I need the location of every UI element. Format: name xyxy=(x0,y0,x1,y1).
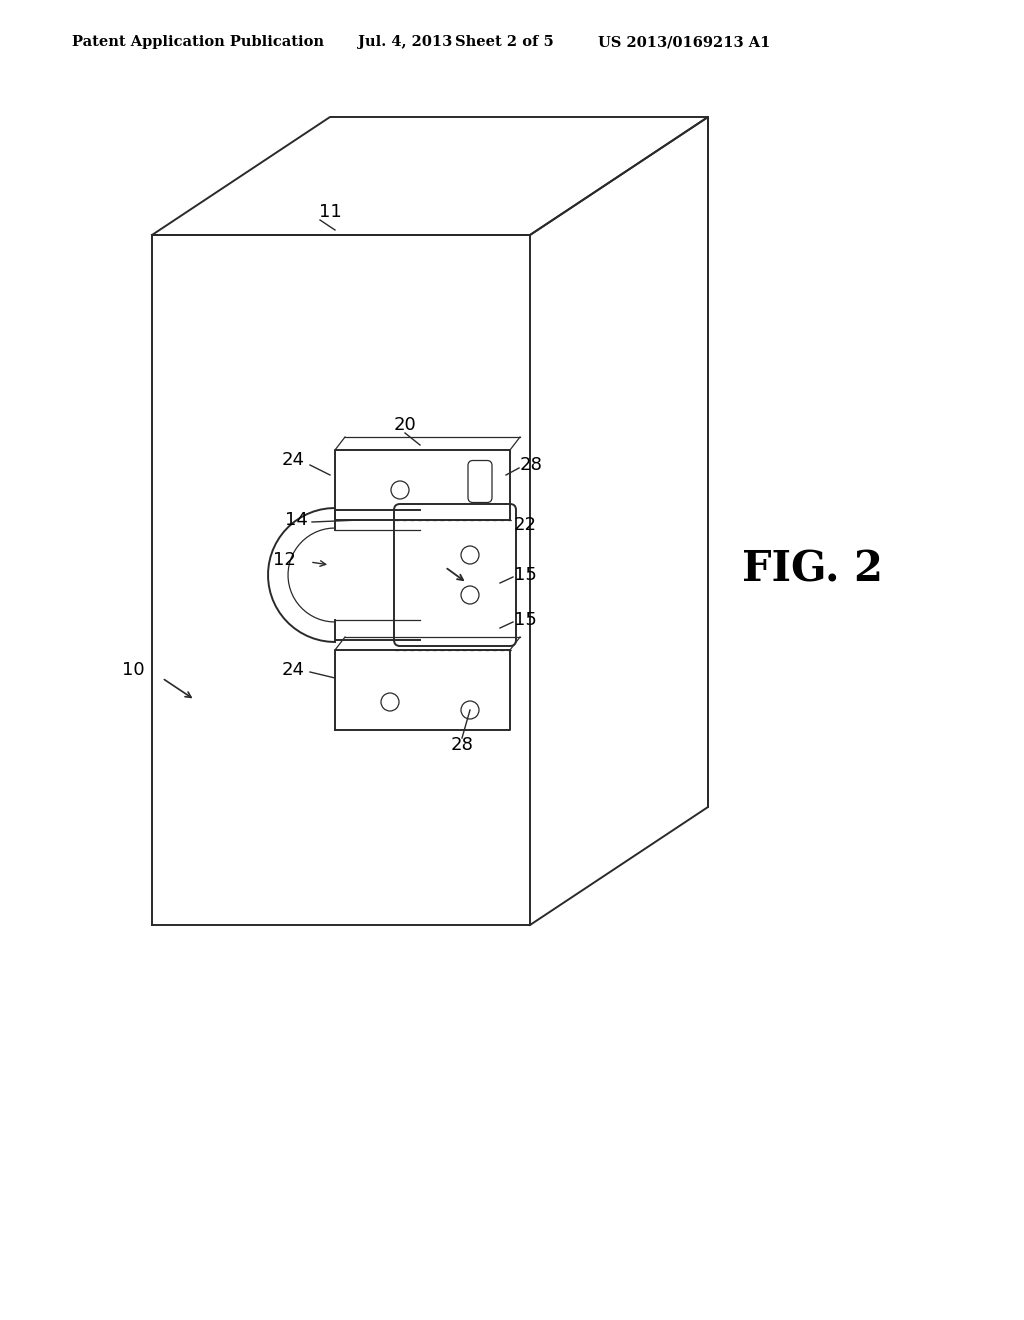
Text: Patent Application Publication: Patent Application Publication xyxy=(72,36,324,49)
Text: FIG. 2: FIG. 2 xyxy=(742,549,883,591)
Text: 14: 14 xyxy=(285,511,308,529)
Text: Sheet 2 of 5: Sheet 2 of 5 xyxy=(455,36,554,49)
Text: 22: 22 xyxy=(514,516,537,535)
Text: Jul. 4, 2013: Jul. 4, 2013 xyxy=(358,36,453,49)
Text: 20: 20 xyxy=(393,416,417,434)
Text: 12: 12 xyxy=(273,550,296,569)
Text: 15: 15 xyxy=(514,611,537,630)
Text: US 2013/0169213 A1: US 2013/0169213 A1 xyxy=(598,36,770,49)
FancyBboxPatch shape xyxy=(468,461,492,503)
Text: 11: 11 xyxy=(318,203,341,220)
Text: 28: 28 xyxy=(520,455,543,474)
Text: 24: 24 xyxy=(282,661,305,678)
Text: 10: 10 xyxy=(123,661,145,678)
Text: 15: 15 xyxy=(514,566,537,583)
FancyBboxPatch shape xyxy=(394,504,516,645)
Text: 28: 28 xyxy=(451,737,473,754)
Text: 24: 24 xyxy=(282,451,305,469)
